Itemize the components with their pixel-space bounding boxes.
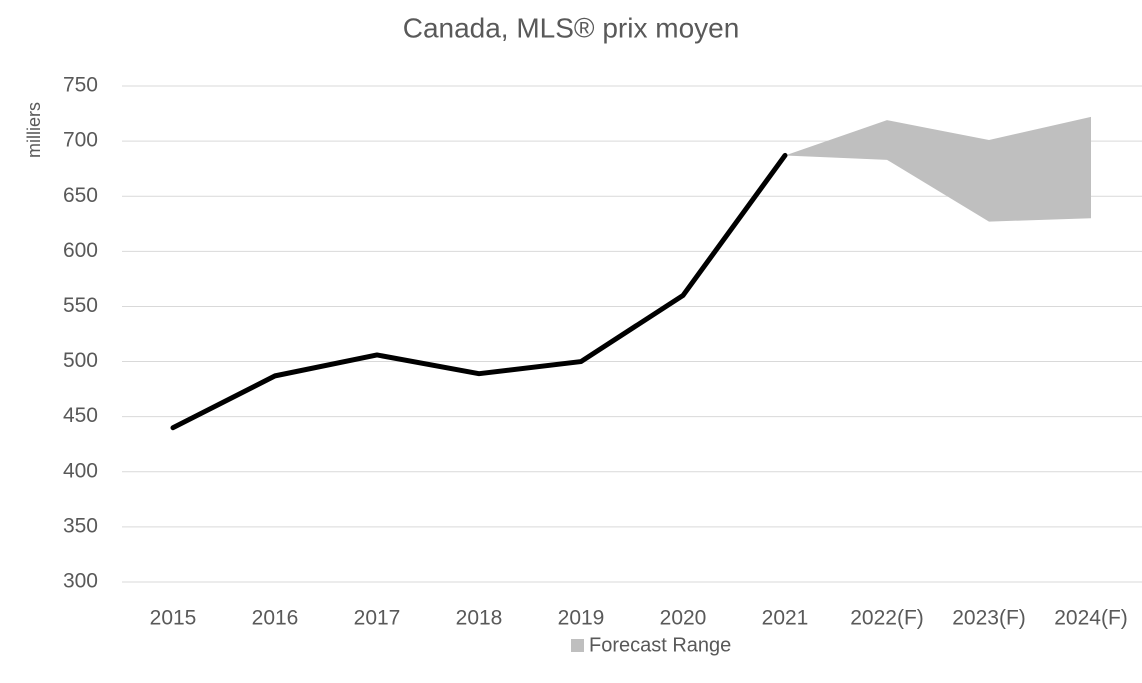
- y-tick-label: 550: [63, 294, 98, 317]
- line: [170, 152, 788, 431]
- x-tick-label: 2018: [456, 607, 503, 630]
- chart-title: Canada, MLS® prix moyen: [403, 12, 740, 43]
- x-tick-label: 2024(F): [1054, 607, 1128, 630]
- y-tick-label: 500: [63, 349, 98, 372]
- x-tick-label: 2019: [558, 607, 605, 630]
- y-tick-label: 400: [63, 459, 98, 482]
- y-tick-label: 650: [63, 184, 98, 207]
- y-tick-label: 300: [63, 570, 98, 593]
- x-tick-label: 2023(F): [952, 607, 1026, 630]
- forecast-band: [785, 116, 1091, 222]
- y-axis-label: milliers: [24, 102, 44, 158]
- x-tick-label: 2022(F): [850, 607, 924, 630]
- y-tick-label: 450: [63, 404, 98, 427]
- x-tick-label: 2017: [354, 607, 401, 630]
- y-tick-label: 350: [63, 514, 98, 537]
- x-tick-label: 2021: [762, 607, 809, 630]
- x-tick-label: 2020: [660, 607, 707, 630]
- legend-swatch: [571, 639, 584, 652]
- y-tick-label: 700: [63, 129, 98, 152]
- x-tick-label: 2015: [150, 607, 197, 630]
- legend-label: Forecast Range: [589, 634, 731, 656]
- x-tick-label: 2016: [252, 607, 299, 630]
- y-tick-label: 600: [63, 239, 98, 262]
- y-tick-label: 750: [63, 74, 98, 97]
